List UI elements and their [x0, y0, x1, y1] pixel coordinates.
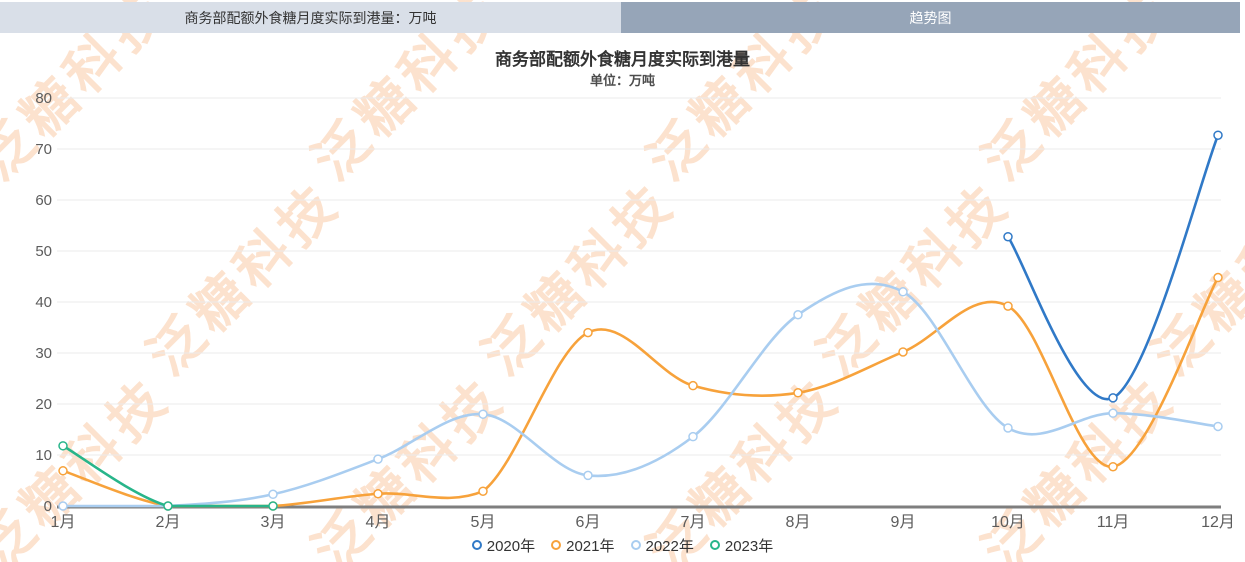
legend-circle-icon — [630, 540, 641, 550]
data-point-2020年 — [1213, 130, 1223, 140]
data-point-2021年 — [1108, 461, 1118, 472]
x-tick-label: 11月 — [1097, 514, 1130, 531]
legend-item-2020年[interactable]: 2020年 — [471, 535, 536, 556]
data-point-2021年 — [373, 489, 383, 499]
data-point-2022年 — [1213, 421, 1223, 432]
data-point-2022年 — [898, 287, 908, 297]
y-tick-label: 60 — [35, 192, 52, 209]
data-point-2022年 — [58, 501, 68, 511]
data-point-2022年 — [793, 310, 803, 320]
x-tick-label: 4月 — [366, 514, 391, 531]
legend-circle-icon — [709, 540, 720, 550]
legend-item-2021年[interactable]: 2021年 — [551, 535, 615, 556]
x-tick-label: 3月 — [261, 514, 286, 531]
data-point-2022年 — [268, 489, 278, 500]
data-point-2023年 — [268, 501, 278, 511]
tab-dataset-title[interactable]: 商务部配额外食糖月度实际到港量：万吨 — [0, 2, 621, 33]
legend-item-2022年[interactable]: 2022年 — [630, 535, 694, 556]
legend-label: 2023年 — [724, 537, 774, 555]
data-point-2021年 — [898, 347, 908, 357]
y-tick-label: 0 — [44, 498, 52, 515]
data-point-2021年 — [793, 388, 803, 398]
chart-legend: 2020年 2021年 2022年 2023年 — [0, 534, 1245, 556]
legend-label: 2020年 — [486, 537, 536, 555]
x-tick-label: 5月 — [471, 514, 496, 531]
data-point-2021年 — [58, 466, 68, 476]
data-point-2023年 — [58, 441, 68, 451]
data-point-2021年 — [583, 327, 593, 338]
data-point-2022年 — [1003, 423, 1013, 433]
data-point-2021年 — [1003, 301, 1013, 311]
data-point-2022年 — [478, 409, 488, 419]
legend-circle-icon — [551, 540, 562, 550]
chart-subtitle: 单位：万吨 — [589, 73, 655, 88]
legend-label: 2022年 — [645, 537, 694, 555]
tab-bar: 商务部配额外食糖月度实际到港量：万吨 趋势图 — [0, 2, 1245, 33]
series-line-2020年 — [1006, 133, 1220, 401]
x-tick-label: 8月 — [786, 514, 811, 531]
tab-trend-chart[interactable]: 趋势图 — [621, 2, 1240, 33]
data-point-2022年 — [583, 470, 593, 481]
y-tick-label: 40 — [35, 294, 52, 311]
legend-item-2023年[interactable]: 2023年 — [709, 535, 774, 556]
data-point-2020年 — [1108, 393, 1118, 403]
legend-label: 2021年 — [566, 537, 615, 555]
x-tick-label: 9月 — [891, 514, 916, 531]
x-tick-label: 10月 — [991, 514, 1025, 531]
chart-title: 商务部配额外食糖月度实际到港量 — [495, 50, 750, 69]
legend-circle-icon — [471, 540, 482, 550]
data-point-2020年 — [1003, 231, 1013, 242]
data-point-2023年 — [163, 501, 173, 511]
data-point-2022年 — [373, 454, 383, 464]
y-tick-label: 10 — [35, 447, 52, 464]
x-tick-label: 2月 — [156, 514, 181, 531]
data-point-2021年 — [688, 380, 698, 391]
data-point-2021年 — [1213, 272, 1223, 283]
y-tick-label: 70 — [35, 141, 52, 158]
x-tick-label: 6月 — [576, 514, 601, 531]
y-tick-label: 20 — [35, 396, 52, 413]
y-tick-label: 80 — [35, 90, 52, 107]
data-point-2022年 — [1108, 408, 1118, 418]
data-point-2022年 — [688, 431, 698, 442]
y-tick-label: 50 — [35, 243, 52, 260]
x-tick-label: 1月 — [51, 514, 76, 531]
y-tick-label: 30 — [35, 345, 52, 362]
data-point-2021年 — [478, 486, 488, 496]
x-tick-label: 12月 — [1201, 514, 1235, 531]
x-tick-label: 7月 — [681, 514, 706, 531]
